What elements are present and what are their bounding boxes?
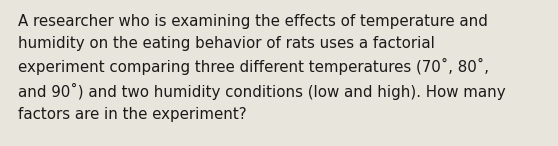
Text: A researcher who is examining the effects of temperature and
humidity on the eat: A researcher who is examining the effect… [18,14,506,122]
